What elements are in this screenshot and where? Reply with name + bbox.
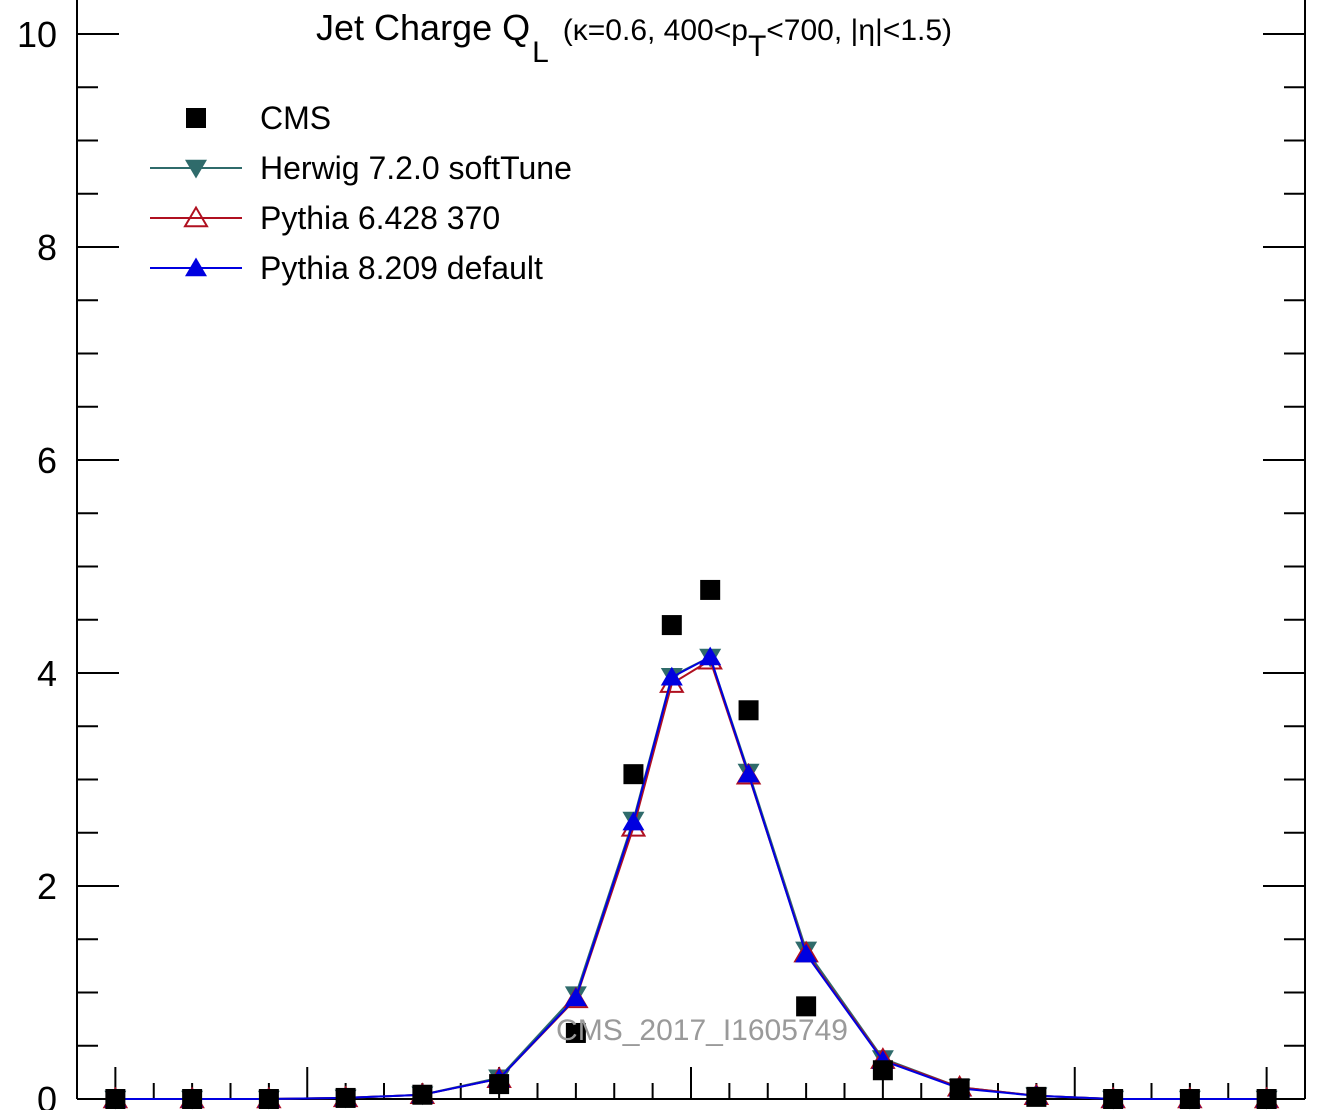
- data-point: [949, 1078, 970, 1099]
- data-point: [182, 1089, 203, 1109]
- data-point: [623, 764, 644, 785]
- data-point: [564, 987, 587, 1007]
- data-point: [335, 1087, 356, 1108]
- data-point: [737, 763, 760, 783]
- legend-label: Herwig 7.2.0 softTune: [260, 150, 572, 186]
- x-axis: [114, 1067, 1268, 1099]
- data-point: [1179, 1089, 1200, 1109]
- y-tick-label: 6: [37, 440, 57, 481]
- y-tick-label: 4: [37, 653, 57, 694]
- data-point: [796, 996, 817, 1017]
- y-axis: 0 2 4 6 8 10: [17, 14, 1305, 1110]
- data-series: [102, 579, 1280, 1110]
- series-line: [115, 655, 1267, 1100]
- data-point: [412, 1084, 433, 1105]
- data-point: [660, 666, 683, 686]
- data-point: [105, 1089, 126, 1109]
- y-tick-label: 0: [37, 1079, 57, 1110]
- legend-marker: [186, 108, 206, 128]
- title-params-subscript: T: [748, 30, 766, 63]
- series-cms: [105, 579, 1277, 1109]
- data-point: [872, 1060, 893, 1081]
- legend-marker: [183, 205, 209, 228]
- legend: CMS Herwig 7.2.0 softTune Pythia 6.428 370…: [150, 100, 572, 286]
- title-params: (κ=0.6, 400<p: [563, 14, 748, 47]
- data-point: [661, 615, 682, 636]
- data-point: [622, 811, 645, 831]
- data-point: [1026, 1086, 1047, 1107]
- y-tick-label: 2: [37, 866, 57, 907]
- data-point: [699, 646, 722, 666]
- title-main: Jet Charge Q: [316, 7, 530, 48]
- data-point: [700, 579, 721, 600]
- legend-marker: [185, 159, 207, 179]
- data-point: [258, 1089, 279, 1109]
- analysis-watermark: CMS_2017_I1605749: [556, 1014, 848, 1047]
- legend-label: CMS: [260, 100, 331, 136]
- y-tick-label: 8: [37, 227, 57, 268]
- data-point: [565, 1022, 586, 1043]
- data-point: [795, 943, 818, 963]
- data-point: [1256, 1089, 1277, 1109]
- legend-label: Pythia 6.428 370: [260, 200, 500, 236]
- title-params-end: <700, |η|<1.5): [766, 14, 952, 47]
- title-main-subscript: L: [532, 36, 549, 69]
- data-point: [738, 700, 759, 721]
- chart-title: Jet Charge QL (κ=0.6, 400<pT<700, |η|<1.5…: [316, 7, 952, 69]
- y-tick-label: 10: [17, 14, 57, 55]
- data-point: [489, 1074, 510, 1095]
- data-point: [1103, 1089, 1124, 1109]
- legend-marker: [185, 257, 207, 277]
- legend-label: Pythia 8.209 default: [260, 250, 543, 286]
